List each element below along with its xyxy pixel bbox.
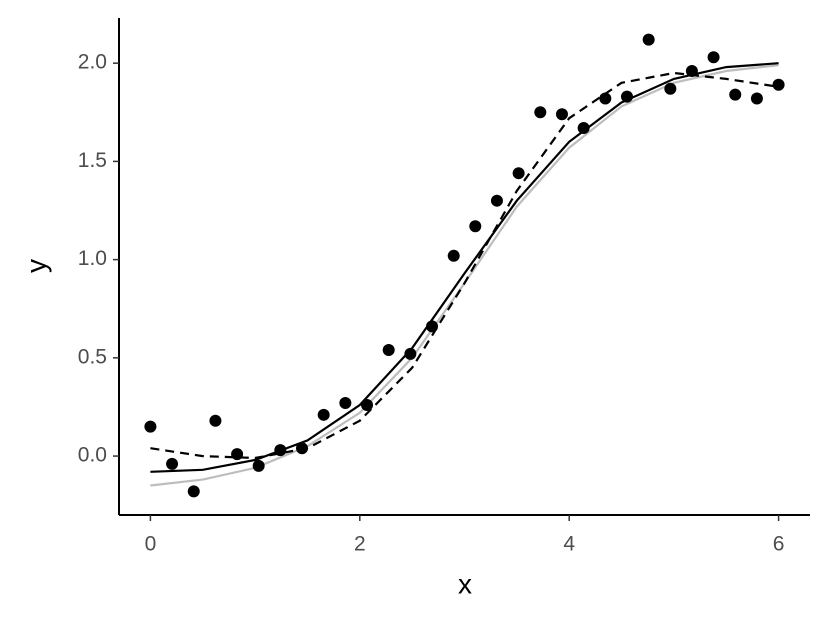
- point: [469, 220, 482, 233]
- point: [620, 90, 633, 103]
- point: [231, 448, 244, 461]
- point: [512, 167, 525, 180]
- point: [707, 51, 720, 64]
- x-tick-label: 0: [145, 533, 157, 556]
- point: [490, 194, 503, 207]
- y-tick-label: 1.0: [78, 247, 107, 270]
- point: [144, 420, 157, 433]
- point: [339, 397, 352, 410]
- point: [317, 408, 330, 421]
- y-tick-label: 2.0: [78, 51, 107, 74]
- x-tick-label: 2: [354, 533, 366, 556]
- point: [534, 106, 547, 119]
- y-tick-label: 0.0: [78, 444, 107, 467]
- point: [187, 485, 200, 498]
- point: [361, 398, 374, 411]
- point: [447, 249, 460, 262]
- point: [664, 82, 677, 95]
- point: [252, 459, 265, 472]
- point: [274, 444, 287, 457]
- y-tick-label: 0.5: [78, 345, 107, 368]
- point: [209, 414, 222, 427]
- point: [642, 33, 655, 46]
- x-axis-title: x: [458, 568, 472, 599]
- point: [296, 442, 309, 455]
- fit-line: [150, 62, 779, 473]
- point: [555, 108, 568, 121]
- point: [382, 343, 395, 356]
- y-tick-label: 1.5: [78, 149, 107, 172]
- x-tick-label: 4: [563, 533, 575, 556]
- point: [404, 347, 417, 360]
- point: [772, 78, 785, 91]
- fit-line: [150, 71, 779, 460]
- point: [166, 457, 179, 470]
- point: [577, 122, 590, 135]
- y-axis-title: y: [20, 259, 51, 273]
- point: [729, 88, 742, 101]
- point: [750, 92, 763, 105]
- point: [426, 320, 439, 333]
- point: [599, 92, 612, 105]
- x-tick-label: 6: [773, 533, 785, 556]
- point: [685, 65, 698, 78]
